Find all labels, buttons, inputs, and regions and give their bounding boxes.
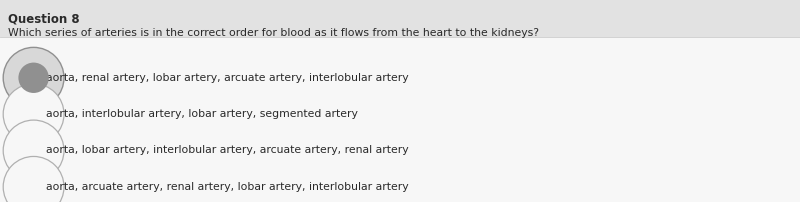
Text: aorta, interlobular artery, lobar artery, segmented artery: aorta, interlobular artery, lobar artery… [46,109,358,119]
Text: Question 8: Question 8 [8,12,80,25]
Text: aorta, lobar artery, interlobular artery, arcuate artery, renal artery: aorta, lobar artery, interlobular artery… [46,145,409,156]
Text: Which series of arteries is in the correct order for blood as it flows from the : Which series of arteries is in the corre… [8,28,539,38]
Ellipse shape [3,120,64,181]
Ellipse shape [18,63,49,93]
Text: ✓: ✓ [14,73,22,83]
Ellipse shape [3,47,64,108]
Text: aorta, renal artery, lobar artery, arcuate artery, interlobular artery: aorta, renal artery, lobar artery, arcua… [46,73,409,83]
Ellipse shape [3,157,64,202]
FancyBboxPatch shape [0,0,800,37]
Text: aorta, arcuate artery, renal artery, lobar artery, interlobular artery: aorta, arcuate artery, renal artery, lob… [46,182,409,192]
Ellipse shape [3,84,64,144]
